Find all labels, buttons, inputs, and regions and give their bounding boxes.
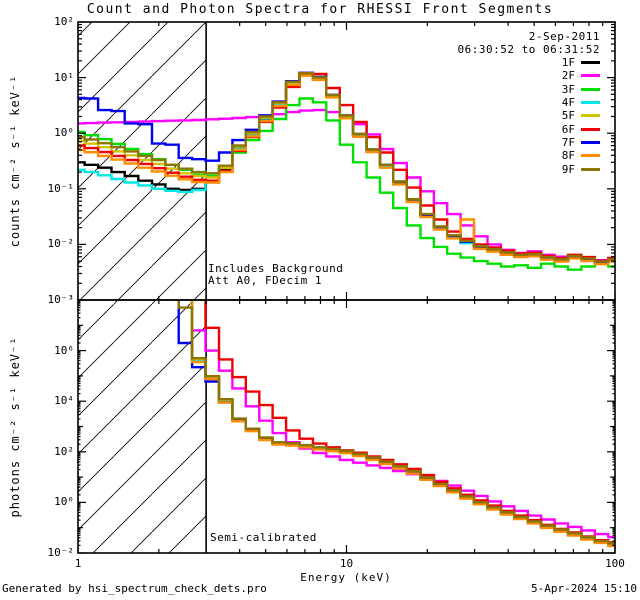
counts-ytick-label: 10² — [54, 15, 74, 28]
legend-item-5F: 5F — [458, 109, 600, 122]
legend-color-swatch — [581, 114, 600, 118]
footer-timestamp: 5-Apr-2024 15:10 — [531, 582, 637, 595]
legend-color-swatch — [581, 167, 600, 171]
x-tick-label: 10 — [339, 557, 354, 570]
legend: 2-Sep-2011 06:30:52 to 06:31:52 1F 2F 3F 4F… — [458, 30, 600, 176]
photons-ytick-label: 10⁰ — [54, 495, 74, 509]
footer-generated-by: Generated by hsi_spectrum_check_dets.pro — [2, 582, 267, 595]
legend-time-range: 06:30:52 to 06:31:52 — [457, 43, 600, 56]
legend-item-9F: 9F — [458, 162, 600, 176]
counts-ytick-label: 10⁻² — [47, 237, 75, 251]
legend-item-label: 9F — [561, 162, 575, 176]
legend-item-label: 4F — [561, 96, 575, 110]
photon-spectra-curves — [177, 300, 615, 548]
photons-ytick-label: 10⁻² — [47, 546, 75, 559]
legend-color-swatch — [581, 61, 600, 65]
legend-item-label: 1F — [561, 56, 575, 70]
legend-color-swatch — [581, 154, 600, 158]
legend-item-1F: 1F — [458, 56, 600, 69]
photons-ytick-label: 10² — [54, 444, 74, 458]
legend-item-7F: 7F — [458, 136, 600, 149]
photons-ytick-label: 10⁴ — [54, 394, 74, 408]
counts-y-axis-label: counts cm⁻² s⁻¹ keV⁻¹ — [8, 74, 22, 248]
series-8F-counts — [78, 74, 615, 266]
legend-items: 1F 2F 3F 4F 5F 6F 7F 8F 9F — [458, 56, 600, 176]
legend-item-label: 3F — [561, 82, 575, 96]
legend-color-swatch — [581, 87, 600, 91]
photons-y-axis-label: photons cm⁻² s⁻¹ keV⁻¹ — [8, 336, 22, 518]
counts-ytick-label: 10¹ — [54, 70, 74, 84]
legend-item-8F: 8F — [458, 149, 600, 162]
counts-spectra-curves — [78, 71, 615, 271]
axes-and-ticks — [77, 21, 616, 554]
photons-ytick-label: 10⁶ — [54, 343, 74, 357]
plot-title: Count and Photon Spectra for RHESSI Fron… — [86, 2, 554, 17]
counts-ytick-label: 10⁰ — [54, 126, 74, 140]
legend-date: 2-Sep-2011 — [528, 30, 600, 43]
counts-ytick-label: 10⁻³ — [47, 293, 75, 306]
legend-item-2F: 2F — [458, 69, 600, 82]
legend-color-swatch — [581, 74, 600, 78]
legend-color-swatch — [581, 140, 600, 144]
x-tick-label: 100 — [605, 557, 625, 570]
series-9F-counts — [78, 72, 615, 263]
annotation-att-fdecim: Att A0, FDecim 1 — [208, 274, 322, 287]
series-9F-photons — [177, 300, 615, 545]
annotation-includes-background: Includes Background — [208, 262, 344, 275]
legend-item-label: 5F — [561, 109, 575, 123]
x-axis-label: Energy (keV) — [300, 571, 392, 584]
legend-item-6F: 6F — [458, 122, 600, 136]
series-2F-photons — [190, 300, 615, 539]
legend-item-label: 8F — [561, 149, 575, 163]
series-8F-photons — [190, 300, 615, 548]
legend-item-4F: 4F — [458, 96, 600, 109]
counts-ytick-label: 10⁻¹ — [47, 181, 75, 195]
legend-color-swatch — [581, 127, 600, 131]
legend-item-label: 2F — [561, 69, 575, 83]
annotation-semi-calibrated: Semi-calibrated — [210, 531, 317, 544]
x-tick-label: 1 — [74, 557, 82, 570]
legend-color-swatch — [581, 101, 600, 105]
legend-item-3F: 3F — [458, 83, 600, 96]
legend-item-label: 6F — [561, 122, 575, 136]
legend-item-label: 7F — [561, 135, 575, 149]
